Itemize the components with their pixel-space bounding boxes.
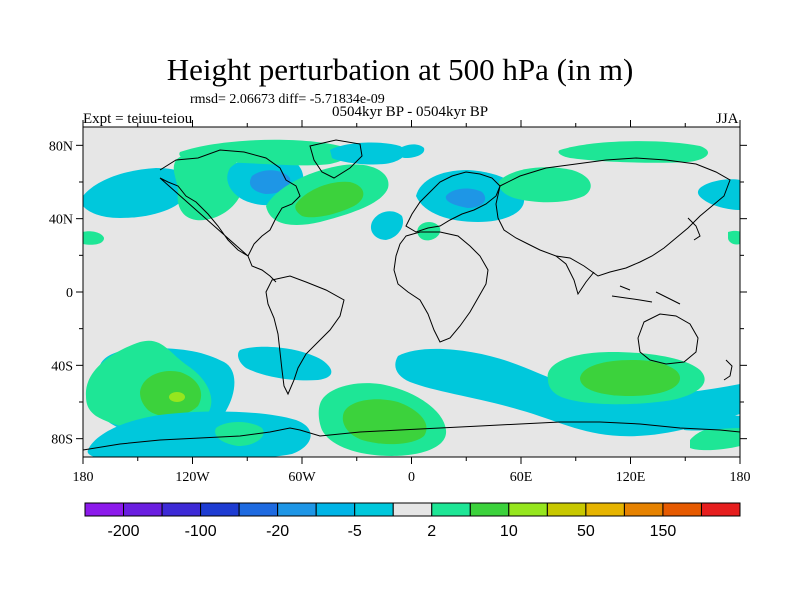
colorbar-swatch (238, 502, 279, 517)
lon-tick-label: 180 (730, 470, 751, 485)
experiment-label: Expt = teiuu-teiou (83, 111, 193, 127)
anomaly-contour-negative (87, 411, 311, 457)
coastline-indonesia (611, 285, 681, 305)
colorbar-label: -100 (185, 523, 217, 540)
anomaly-contours (83, 139, 740, 457)
coastline-asia (495, 157, 731, 277)
lon-tick-label: 120E (616, 470, 646, 485)
lat-tick-label: 0 (66, 286, 73, 301)
colorbar-swatch (392, 502, 433, 517)
colorbar-swatch (315, 502, 356, 517)
anomaly-contour-negative (397, 144, 425, 158)
anomaly-contour-positive (179, 139, 351, 166)
lon-tick-label: 60E (510, 470, 533, 485)
map-panel (82, 126, 741, 458)
colorbar-label: 150 (650, 523, 677, 540)
colorbar-swatch (431, 502, 471, 517)
colorbar-swatch (161, 502, 202, 517)
lon-tick-label: 60W (288, 470, 316, 485)
colorbar-swatch (200, 502, 240, 517)
anomaly-contour-positive (140, 370, 202, 417)
colorbar-label: 2 (427, 523, 436, 540)
colorbar-label: 10 (500, 523, 518, 540)
anomaly-contour-positive (580, 360, 680, 396)
coastline-north-america (159, 149, 301, 283)
anomaly-contour-negative (83, 168, 191, 218)
colorbar-swatch (354, 502, 394, 517)
coastline-new-zealand (723, 359, 733, 381)
anomaly-contour-negative (330, 142, 406, 165)
colorbar-swatch (700, 502, 741, 517)
anomaly-contour-positive (342, 399, 427, 445)
rmsd-stats: rmsd= 2.06673 diff= -5.71834e-09 (190, 92, 385, 107)
anomaly-contour-positive (295, 181, 364, 218)
season-label: JJA (716, 111, 739, 127)
colorbar-swatch (546, 502, 587, 517)
colorbar-swatch (277, 502, 317, 517)
lon-tick-label: 120W (175, 470, 210, 485)
anomaly-contour-positive (728, 230, 740, 245)
colorbar-label: -200 (108, 523, 140, 540)
colorbar-swatch (123, 502, 163, 517)
colorbar-swatch (585, 502, 625, 517)
period-label: 0504kyr BP - 0504kyr BP (331, 104, 489, 120)
lat-tick-label: 40S (51, 359, 73, 374)
latitude-axis: 80N 40N 0 40S 80S (49, 139, 747, 448)
anomaly-contour-positive (690, 425, 740, 451)
anomaly-contour-positive (83, 231, 104, 245)
anomaly-contour-negative (697, 179, 740, 210)
colorbar-swatch (84, 502, 125, 517)
anomaly-contour-positive (498, 167, 591, 203)
chart-title: Height perturbation at 500 hPa (in m) (166, 52, 634, 87)
colorbar-label: 50 (577, 523, 595, 540)
colorbar-label: -5 (348, 523, 362, 540)
colorbar-swatch (469, 502, 510, 517)
lon-tick-label: 180 (73, 470, 94, 485)
anomaly-contour-positive (173, 151, 244, 221)
colorbar-swatch (662, 502, 702, 517)
coastlines (83, 139, 740, 451)
coastline-greenland (309, 139, 363, 179)
coastline-india (555, 255, 595, 296)
anomaly-contour-positive (215, 422, 264, 446)
lat-tick-label: 40N (49, 213, 73, 228)
anomaly-contour-positive (558, 141, 709, 163)
anomaly-contour-negative (445, 188, 486, 208)
anomaly-contour-negative (238, 346, 332, 381)
coastline-australia (637, 313, 699, 365)
colorbar: -200 -100 -20 -5 2 10 50 150 (84, 502, 741, 540)
coastline-antarctica (83, 421, 740, 451)
colorbar-swatch (508, 502, 548, 517)
coastline-japan (687, 217, 701, 241)
lat-tick-label: 80N (49, 139, 73, 154)
anomaly-contour-positive (169, 392, 185, 402)
longitude-axis: 180 120W 60W 0 60E 120E 180 (73, 120, 751, 485)
colorbar-label: -20 (266, 523, 289, 540)
colorbar-swatch (623, 502, 664, 517)
coastline-south-america (265, 275, 345, 396)
lat-tick-label: 80S (51, 433, 73, 448)
coastline-africa (393, 231, 489, 343)
anomaly-contour-negative (370, 211, 404, 240)
anomaly-contour-negative (249, 170, 291, 194)
anomaly-contour-negative (680, 414, 740, 431)
lon-tick-label: 0 (408, 470, 415, 485)
